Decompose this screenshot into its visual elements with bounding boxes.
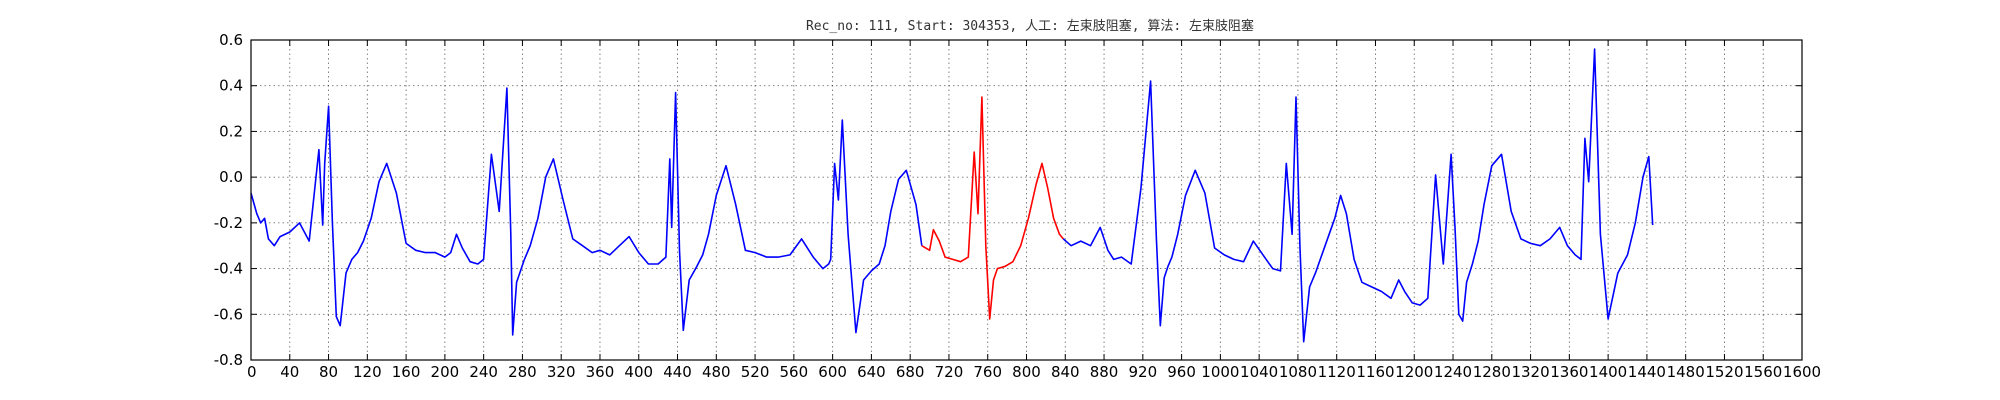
x-tick-label: 520 <box>741 363 770 381</box>
x-tick-label: 240 <box>469 363 498 381</box>
x-tick-label: 480 <box>702 363 731 381</box>
x-tick-label: 960 <box>1167 363 1196 381</box>
x-axis: 0 40 80 120 160 200 240 280 320 360 400 440 480 520 56… <box>247 40 1821 381</box>
x-tick-label: 40 <box>280 363 299 381</box>
y-tick-label: 0.0 <box>219 168 243 186</box>
x-tick-label: 920 <box>1129 363 1158 381</box>
x-tick-label: 440 <box>663 363 692 381</box>
y-tick-label: -0.4 <box>214 260 243 278</box>
x-tick-label: 720 <box>935 363 964 381</box>
chart-title: Rec_no: 111, Start: 304353, 人工: 左束肢阻塞, 算… <box>806 18 1254 34</box>
y-tick-label: -0.8 <box>214 351 243 369</box>
x-tick-label: 560 <box>780 363 809 381</box>
x-tick-label: 160 <box>392 363 421 381</box>
x-tick-label: 1120 <box>1318 363 1356 381</box>
x-tick-label: 1600 <box>1783 363 1821 381</box>
x-tick-label: 1280 <box>1473 363 1511 381</box>
x-tick-label: 1320 <box>1511 363 1549 381</box>
x-tick-label: 1080 <box>1279 363 1317 381</box>
x-tick-label: 400 <box>624 363 653 381</box>
series-line-1 <box>250 87 923 336</box>
series-line-2 <box>921 96 1064 320</box>
x-tick-label: 1560 <box>1744 363 1782 381</box>
x-tick-label: 200 <box>431 363 460 381</box>
y-tick-label: 0.4 <box>219 77 243 95</box>
x-tick-label: 280 <box>508 363 537 381</box>
x-tick-label: 1360 <box>1550 363 1588 381</box>
y-tick-label: 0.2 <box>219 122 243 140</box>
x-tick-label: 0 <box>247 363 257 381</box>
x-tick-label: 1400 <box>1589 363 1627 381</box>
x-tick-label: 1480 <box>1667 363 1705 381</box>
x-tick-label: 1520 <box>1705 363 1743 381</box>
x-tick-label: 1200 <box>1395 363 1433 381</box>
grid-lines <box>251 40 1802 360</box>
y-tick-label: -0.6 <box>214 305 243 323</box>
x-tick-label: 1040 <box>1240 363 1278 381</box>
x-tick-label: 320 <box>547 363 576 381</box>
x-tick-label: 360 <box>586 363 615 381</box>
series-line-3 <box>1062 48 1654 343</box>
x-tick-label: 800 <box>1012 363 1041 381</box>
x-tick-label: 1440 <box>1628 363 1666 381</box>
y-tick-label: -0.2 <box>214 214 243 232</box>
x-tick-label: 120 <box>353 363 382 381</box>
series-layer <box>250 48 1654 343</box>
plot-frame <box>250 39 1803 361</box>
x-tick-label: 1160 <box>1356 363 1394 381</box>
y-axis: -0.8 -0.6 -0.4 -0.2 0.0 0.2 0.4 0.6 <box>214 31 1802 369</box>
x-tick-label: 640 <box>857 363 886 381</box>
x-tick-label: 880 <box>1090 363 1119 381</box>
x-tick-label: 680 <box>896 363 925 381</box>
x-tick-label: 1000 <box>1201 363 1239 381</box>
x-tick-label: 1240 <box>1434 363 1472 381</box>
x-tick-label: 840 <box>1051 363 1080 381</box>
x-tick-label: 80 <box>319 363 338 381</box>
x-tick-label: 760 <box>973 363 1002 381</box>
x-tick-label: 600 <box>818 363 847 381</box>
y-tick-label: 0.6 <box>219 31 243 49</box>
